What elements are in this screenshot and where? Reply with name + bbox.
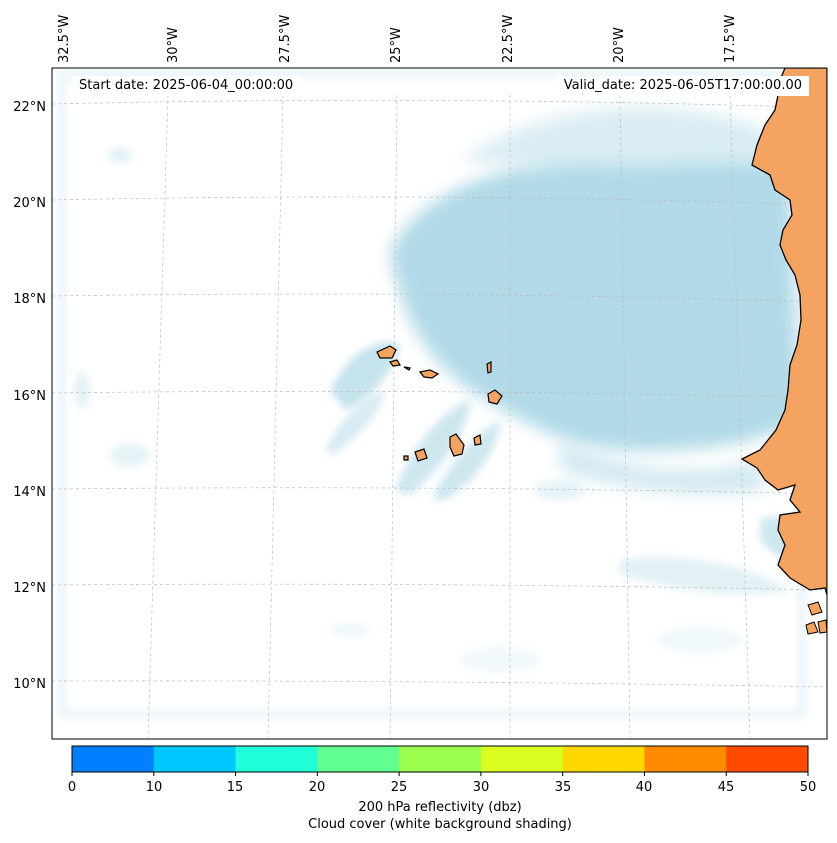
lon-label: 22.5°W: [501, 15, 516, 63]
colorbar-segment: [153, 746, 237, 772]
colorbar-segment: [644, 746, 727, 772]
island-santiago: [449, 433, 465, 457]
bijagos-island: [807, 601, 823, 616]
island-sal: [486, 361, 492, 374]
latitude-labels: 22°N 20°N 18°N 16°N 14°N 12°N 10°N: [13, 100, 46, 692]
lon-label: 32.5°W: [57, 15, 72, 63]
cloud-streak-3: [432, 420, 500, 500]
colorbar-tick-label: 35: [554, 780, 572, 795]
colorbar-subtitle: Cloud cover (white background shading): [308, 817, 572, 832]
lat-label: 14°N: [13, 485, 46, 500]
colorbar-segment: [72, 746, 155, 772]
colorbar-segment: [235, 746, 318, 772]
west-africa-landmass: [740, 68, 827, 596]
coastal-island-2: [817, 619, 827, 634]
colorbar-tick-label: 0: [67, 780, 77, 795]
lon-label: 20°W: [612, 27, 627, 63]
lat-label: 16°N: [13, 389, 46, 404]
cloud-mass: [390, 160, 800, 451]
cape-verde-islands: [376, 345, 503, 462]
lon-label: 27.5°W: [278, 15, 293, 63]
colorbar-segment: [726, 746, 809, 772]
cloud-streak-4: [325, 390, 385, 455]
island-sao-nicolau: [418, 369, 440, 379]
start-date-label: Start date: 2025-06-04_00:00:00: [72, 76, 301, 96]
colorbar-tick-label: 30: [472, 780, 490, 795]
cloud-fringe-north: [460, 107, 790, 175]
island-santo-antao: [376, 345, 397, 359]
map-area: [52, 68, 827, 739]
colorbar: [71, 745, 809, 776]
colorbar-tick-label: 25: [390, 780, 408, 795]
island-brava: [403, 455, 409, 461]
cloud-band-south: [560, 440, 765, 494]
colorbar-tick-label: 20: [308, 780, 326, 795]
lon-label: 17.5°W: [723, 15, 738, 63]
colorbar-segment: [399, 746, 482, 772]
colorbar-tick-label: 40: [635, 780, 653, 795]
colorbar-tick-label: 10: [145, 780, 163, 795]
colorbar-segment: [562, 746, 645, 772]
longitude-labels: 32.5°W 30°W 27.5°W 25°W 22.5°W 20°W 17.5…: [57, 15, 738, 63]
lat-label: 22°N: [13, 100, 46, 115]
island-santa-luzia: [403, 366, 411, 371]
lat-label: 10°N: [13, 677, 46, 692]
island-sao-vicente: [388, 359, 401, 367]
map-frame: [51, 67, 828, 740]
lon-label: 25°W: [389, 27, 404, 63]
lat-label: 12°N: [13, 581, 46, 596]
colorbar-tick-label: 50: [799, 780, 817, 795]
coastal-island: [805, 621, 819, 635]
cloud-scattered-south: [620, 556, 790, 595]
colorbar-segment: [480, 746, 564, 772]
colorbar-segment: [317, 746, 400, 772]
lat-label: 18°N: [13, 292, 46, 307]
island-maio: [473, 434, 482, 446]
colorbar-title: 200 hPa reflectivity (dbz): [358, 800, 522, 815]
colorbar-tick-label: 45: [717, 780, 735, 795]
lat-label: 20°N: [13, 196, 46, 211]
island-fogo: [414, 448, 428, 462]
valid-date-label: Valid_date: 2025-06-05T17:00:00.00: [556, 76, 809, 96]
island-boa-vista: [487, 389, 503, 405]
colorbar-frame: [71, 745, 809, 773]
cloud-streak-2: [395, 400, 470, 495]
colorbar-tick-label: 15: [226, 780, 244, 795]
cloud-streak-1: [330, 342, 400, 410]
gridlines: [52, 94, 827, 739]
lon-label: 30°W: [166, 27, 181, 63]
